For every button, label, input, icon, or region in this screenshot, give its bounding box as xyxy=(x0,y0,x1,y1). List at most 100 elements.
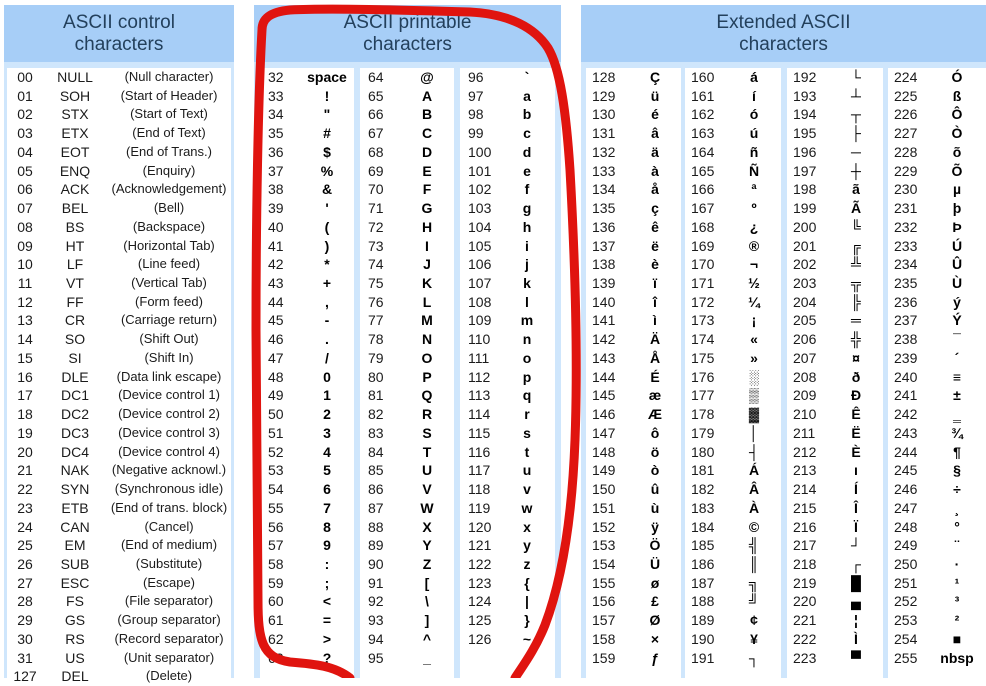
extended-code: 196 xyxy=(793,143,817,160)
ctrl-code: 00 xyxy=(17,69,33,85)
extended-code: 249 xyxy=(894,537,918,554)
ctrl-code: 01 xyxy=(17,87,33,104)
extended-char: ¯ xyxy=(953,331,961,348)
printable-char: m xyxy=(520,312,534,329)
extended-code: 136 xyxy=(592,218,616,235)
ctrl-description: (Device control 4) xyxy=(118,443,220,459)
extended-char: ┤ xyxy=(749,443,759,460)
ctrl-abbrev: DC3 xyxy=(60,424,89,441)
ctrl-abbrev: SO xyxy=(64,331,86,348)
extended-code: 189 xyxy=(691,612,715,629)
ctrl-abbrev: ETX xyxy=(61,125,89,142)
ctrl-abbrev: VT xyxy=(66,275,84,292)
extended-char: º xyxy=(751,200,757,217)
printable-char: P xyxy=(422,368,432,385)
extended-code: 220 xyxy=(793,593,817,610)
extended-char: « xyxy=(750,331,758,348)
printable-char: ( xyxy=(324,218,330,235)
ctrl-description: (Carriage return) xyxy=(120,312,218,328)
extended-char: ð xyxy=(851,368,861,385)
printable-char: I xyxy=(425,237,429,254)
extended-char: ┬ xyxy=(851,106,861,123)
extended-code: 190 xyxy=(691,630,715,647)
extended-char: ù xyxy=(650,499,660,516)
printable-char: E xyxy=(422,162,432,179)
ctrl-code: 20 xyxy=(17,443,33,460)
ctrl-description: (Line feed) xyxy=(137,256,201,272)
extended-char: Ë xyxy=(851,424,861,441)
ctrl-code: 17 xyxy=(17,387,33,404)
extended-char: ╗ xyxy=(749,574,759,591)
printable-char: n xyxy=(522,331,532,348)
ctrl-description: (Negative acknowl.) xyxy=(111,462,227,478)
printable-char: S xyxy=(422,424,432,441)
extended-code: 177 xyxy=(691,387,715,404)
printable-char: } xyxy=(524,612,530,629)
printable-char: , xyxy=(325,293,329,310)
printable-char: N xyxy=(421,331,433,348)
extended-char: ─ xyxy=(851,143,861,160)
extended-code: 185 xyxy=(691,537,715,554)
extended-char: ┘ xyxy=(851,537,861,554)
printable-char: > xyxy=(322,630,332,647)
extended-char: Á xyxy=(748,462,760,479)
ctrl-code: 10 xyxy=(17,256,33,273)
extended-code: 212 xyxy=(793,443,817,460)
extended-char: ³ xyxy=(954,593,960,610)
printable-char: 0 xyxy=(323,368,331,385)
printable-column-1: 32 space 33! 34 " 35 #36 $37% 38 & 39 ' 40(41) 42 * 43 +… xyxy=(260,68,354,678)
extended-code: 154 xyxy=(592,555,616,572)
ctrl-description: (File separator) xyxy=(124,593,214,609)
extended-code: 143 xyxy=(592,349,616,366)
printable-char: w xyxy=(521,499,533,516)
extended-code: 203 xyxy=(793,275,817,292)
printable-char: M xyxy=(421,312,433,329)
extended-char: ▓ xyxy=(748,406,760,423)
ctrl-abbrev: DLE xyxy=(61,368,89,385)
printable-char: q xyxy=(522,387,532,404)
extended-char: │ xyxy=(749,424,759,441)
printable-char: | xyxy=(525,593,529,610)
extended-code: 184 xyxy=(691,518,715,535)
printable-char: : xyxy=(324,555,330,572)
extended-code: 156 xyxy=(592,593,616,610)
extended-code: 172 xyxy=(691,293,715,310)
ctrl-code: 18 xyxy=(17,406,33,423)
printable-char: u xyxy=(522,462,532,479)
extended-char: å xyxy=(651,181,659,198)
extended-char: é xyxy=(651,106,659,123)
extended-code: 193 xyxy=(793,87,817,104)
extended-char: Þ xyxy=(952,218,962,235)
ctrl-code: 08 xyxy=(17,218,33,235)
extended-char: ß xyxy=(952,87,962,104)
printable-char: T xyxy=(422,443,432,460)
printable-char: Z xyxy=(422,555,432,572)
extended-code: 251 xyxy=(894,574,918,591)
extended-char: ╠ xyxy=(851,293,861,310)
control-header-line2: characters xyxy=(74,33,164,55)
extended-code: 230 xyxy=(894,181,918,198)
printable-char: # xyxy=(323,125,331,142)
extended-char: └ xyxy=(851,69,861,85)
extended-code: 146 xyxy=(592,406,616,423)
printable-char: b xyxy=(522,106,532,123)
printable-char: = xyxy=(322,612,332,629)
printable-char: @ xyxy=(420,69,434,85)
ctrl-code: 11 xyxy=(17,275,33,292)
extended-code: 195 xyxy=(793,125,817,142)
extended-char: ≡ xyxy=(952,368,962,385)
extended-char: ═ xyxy=(851,312,861,329)
printable-char: X xyxy=(422,518,432,535)
ctrl-abbrev: BEL xyxy=(61,200,89,217)
printable-char: [ xyxy=(424,574,430,591)
ctrl-code: 07 xyxy=(17,200,33,217)
extended-code: 178 xyxy=(691,406,715,423)
printable-char: { xyxy=(524,574,530,591)
extended-char: ╚ xyxy=(851,218,861,235)
ctrl-code: 21 xyxy=(17,462,33,479)
ctrl-description: (Group separator) xyxy=(117,612,221,628)
extended-code: 202 xyxy=(793,256,817,273)
extended-code: 245 xyxy=(894,462,918,479)
extended-code: 216 xyxy=(793,518,817,535)
extended-char: ┐ xyxy=(749,649,759,666)
